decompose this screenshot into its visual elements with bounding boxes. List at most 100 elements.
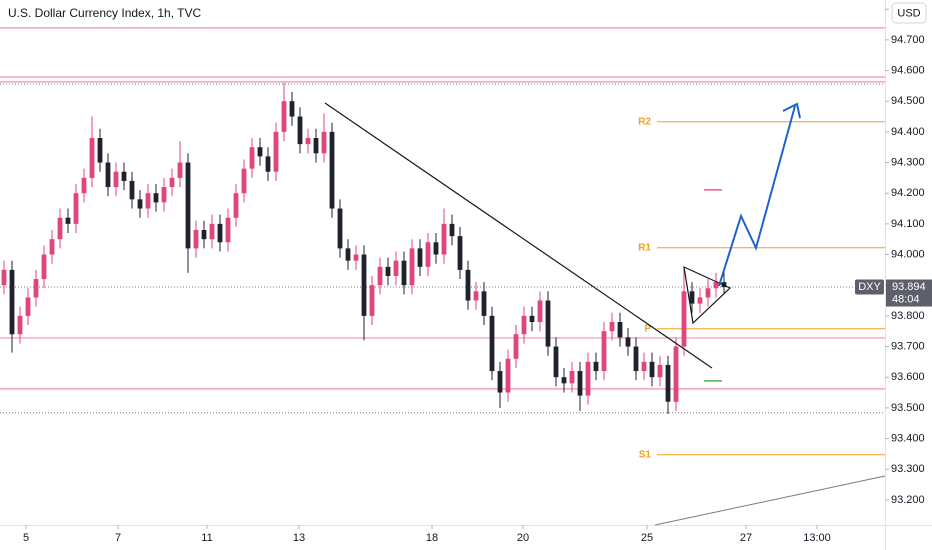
candle-body bbox=[377, 266, 383, 286]
candle-body bbox=[73, 193, 79, 224]
candle-body bbox=[193, 229, 199, 249]
symbol-tag bbox=[855, 279, 884, 295]
candle-body bbox=[81, 177, 87, 194]
y-tick-label: 94.200 bbox=[891, 187, 925, 199]
candle-body bbox=[217, 223, 223, 243]
candle-body bbox=[353, 254, 359, 261]
candle-body bbox=[57, 217, 63, 240]
candle-body bbox=[545, 300, 551, 347]
y-tick-label: 93.800 bbox=[891, 310, 925, 322]
last-price-tag bbox=[886, 279, 932, 307]
candle-body bbox=[513, 334, 519, 359]
arrow-head bbox=[782, 102, 801, 119]
currency-button[interactable] bbox=[891, 2, 927, 24]
candle-body bbox=[369, 285, 375, 316]
candle-body bbox=[385, 266, 391, 276]
candle-body bbox=[441, 223, 447, 255]
pivot-label: P bbox=[644, 323, 651, 334]
candle-body bbox=[521, 315, 527, 335]
candle-body bbox=[625, 337, 631, 347]
y-tick-label: 94.500 bbox=[891, 95, 925, 107]
y-tick-label: 94.000 bbox=[891, 248, 925, 260]
candle-body bbox=[585, 361, 591, 396]
candle-body bbox=[41, 254, 47, 280]
candle-body bbox=[329, 131, 335, 209]
candle-body bbox=[393, 260, 399, 276]
candle-body bbox=[249, 147, 255, 169]
candle-body bbox=[401, 260, 407, 286]
candle-body bbox=[433, 242, 439, 255]
candle-body bbox=[449, 223, 455, 237]
y-tick-label: 93.600 bbox=[891, 371, 925, 383]
candle-body bbox=[1, 269, 7, 286]
candle-body bbox=[257, 147, 263, 157]
candle-body bbox=[97, 137, 103, 163]
candle-body bbox=[33, 279, 39, 298]
candle-body bbox=[649, 361, 655, 378]
countdown-label: 48:04 bbox=[892, 293, 920, 305]
x-tick-label: 27 bbox=[740, 532, 752, 544]
candle-body bbox=[505, 358, 511, 393]
candle-body bbox=[361, 254, 367, 316]
candle-body bbox=[89, 137, 95, 178]
levels: R2 R1 P S1 bbox=[0, 27, 885, 460]
candle-body bbox=[529, 315, 535, 322]
y-tick-label: 94.700 bbox=[891, 34, 925, 46]
candle-body bbox=[633, 346, 639, 372]
pivot-label: R1 bbox=[638, 242, 651, 253]
candle-body bbox=[561, 377, 567, 384]
candle-body bbox=[169, 177, 175, 188]
x-tick-label: 20 bbox=[517, 532, 529, 544]
x-tick-label: 13:00 bbox=[803, 532, 831, 544]
candle-body bbox=[225, 217, 231, 243]
candle-body bbox=[177, 162, 183, 178]
candle-body bbox=[297, 116, 303, 145]
candle-body bbox=[313, 137, 319, 154]
candle-body bbox=[241, 168, 247, 194]
candle-body bbox=[497, 371, 503, 393]
candle-body bbox=[489, 315, 495, 372]
y-tick-label: 94.400 bbox=[891, 126, 925, 138]
candle-body bbox=[705, 288, 711, 298]
y-tick-label: 93.500 bbox=[891, 402, 925, 414]
candle-body bbox=[601, 331, 607, 372]
candle-body bbox=[713, 282, 719, 289]
x-tick-label: 13 bbox=[293, 532, 305, 544]
candle-body bbox=[641, 361, 647, 372]
candle-body bbox=[617, 321, 623, 338]
candle-body bbox=[273, 131, 279, 172]
symbol-label: DXY bbox=[858, 281, 881, 293]
candle-body bbox=[721, 282, 727, 288]
candle-body bbox=[409, 248, 415, 286]
candle-body bbox=[577, 371, 583, 396]
candle-body bbox=[457, 236, 463, 270]
triangle-pattern bbox=[683, 265, 732, 325]
pivot-label: S1 bbox=[639, 449, 652, 460]
y-tick-label: 93.200 bbox=[891, 494, 925, 506]
x-tick-label: 25 bbox=[641, 532, 653, 544]
candle-body bbox=[65, 217, 71, 224]
candle-body bbox=[185, 162, 191, 249]
x-tick-label: 11 bbox=[201, 532, 212, 544]
candle-body bbox=[305, 137, 311, 145]
candle-body bbox=[417, 248, 423, 267]
candle-body bbox=[569, 371, 575, 384]
candle-body bbox=[201, 229, 207, 240]
candle-body bbox=[25, 297, 31, 316]
candle-body bbox=[345, 248, 351, 261]
candle-body bbox=[321, 131, 327, 154]
last-price-label: 93.894 bbox=[892, 281, 926, 293]
candle-body bbox=[105, 162, 111, 188]
pivot-label: R2 bbox=[638, 116, 651, 127]
candle-body bbox=[657, 364, 663, 378]
candle-body bbox=[465, 269, 471, 301]
candle-body bbox=[473, 291, 479, 301]
currency-label[interactable]: USD bbox=[897, 7, 920, 19]
candle-body bbox=[121, 171, 127, 181]
candle-body bbox=[289, 101, 295, 117]
candle-body bbox=[9, 269, 15, 335]
candle-body bbox=[281, 101, 287, 132]
candle-body bbox=[689, 291, 695, 304]
